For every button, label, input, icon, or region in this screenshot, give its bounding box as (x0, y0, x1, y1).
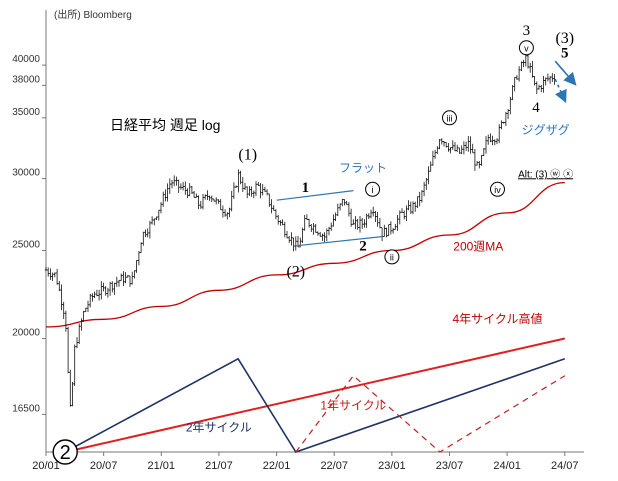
annotation-label: 2 (359, 239, 367, 255)
x-tick-label: 22/07 (320, 460, 348, 472)
annotation-label: (3) (555, 30, 574, 47)
annotation-label: Alt: (3) ⓦ ⓧ (518, 168, 573, 180)
moving-average (45, 181, 565, 328)
annotation-label: (2) (286, 264, 305, 281)
y-tick-label: 38000 (12, 74, 40, 85)
x-tick-label: 23/07 (436, 460, 464, 472)
annotation-label: 4年サイクル高値 (452, 311, 542, 326)
wave-label: iii (447, 113, 453, 123)
annotations: (1)(2)(3)12345iiiiiiivvフラットジグザグ200週MA4年サ… (52, 23, 574, 465)
chart-title: 日経平均 週足 log (110, 117, 220, 133)
projection-arrows (554, 60, 577, 104)
cycle-line (276, 190, 354, 201)
cycle-line (295, 374, 566, 453)
wave-label-circle (442, 110, 457, 126)
annotation-label: 2年サイクル (186, 421, 252, 435)
wave-label: ii (390, 252, 394, 262)
x-tick-label: 21/01 (148, 460, 176, 472)
cycle-lines (64, 337, 566, 453)
x-tick-label: 20/07 (90, 460, 118, 472)
wave-label: i (372, 185, 374, 195)
wave-label-circle (52, 439, 78, 465)
x-tick-label: 24/07 (551, 460, 579, 472)
x-tick-label: 24/01 (493, 460, 521, 472)
annotation-label: 1年サイクル (320, 399, 386, 413)
wave-label: v (524, 43, 529, 53)
projection-arrow (554, 78, 567, 104)
y-tick-label: 25000 (12, 240, 40, 251)
annotation-label: 5 (561, 45, 569, 61)
annotation-label: 1 (302, 180, 310, 196)
wave-label-circle (365, 181, 381, 197)
annotation-label: 3 (523, 23, 531, 39)
y-tick-label: 30000 (12, 168, 40, 179)
cycle-line (64, 337, 566, 453)
ma-200w-line (45, 181, 565, 328)
annotation-label: ジグザグ (522, 123, 570, 137)
wave-label-circle (518, 40, 534, 56)
axes: 16500 20000 25000 30000 35000 38000 40000 20/01… (12, 10, 584, 472)
source-label: (出所) Bloomberg (54, 8, 132, 21)
cycle-line (295, 236, 383, 247)
wave-label-circle (384, 249, 400, 265)
x-tick-label: 20/01 (32, 460, 60, 472)
price-series (44, 51, 556, 407)
y-tick-label: 16500 (12, 403, 40, 414)
flat-channel (276, 190, 383, 247)
wave-label: 2 (60, 442, 71, 464)
cycle-line (64, 357, 566, 453)
x-tick-label: 23/01 (378, 460, 406, 472)
annotation-label: 4 (532, 100, 540, 116)
annotation-label: (1) (238, 146, 257, 163)
wave-label: iv (494, 185, 501, 195)
wave-label-circle (490, 181, 505, 197)
projection-arrow (554, 60, 577, 86)
y-tick-label: 35000 (12, 107, 40, 118)
y-tick-label: 40000 (12, 54, 40, 65)
annotation-label: 200週MA (453, 240, 503, 254)
x-tick-label: 21/07 (205, 460, 233, 472)
y-tick-label: 20000 (12, 328, 40, 339)
annotation-label: フラット (339, 161, 387, 175)
x-tick-label: 22/01 (263, 460, 291, 472)
